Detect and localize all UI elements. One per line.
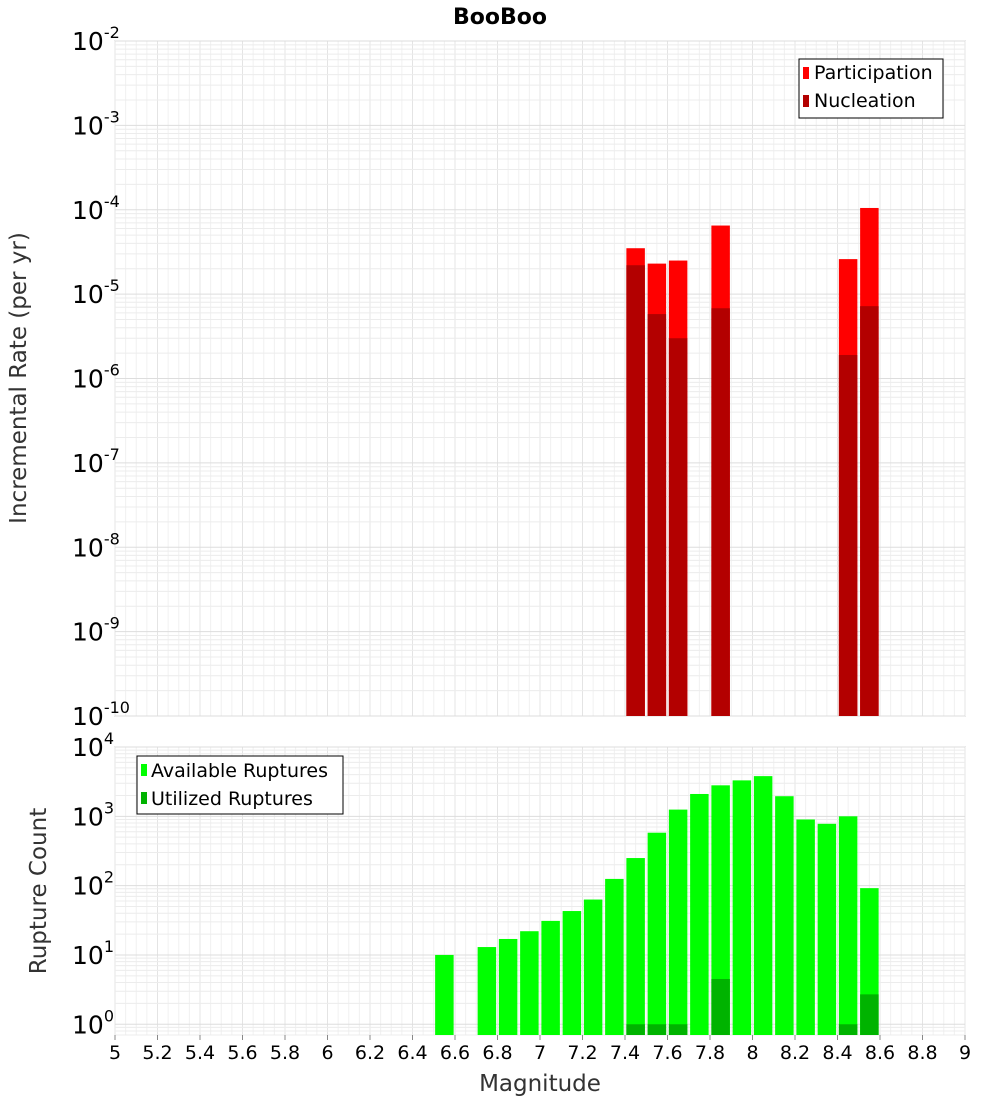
rate-y-tick-label: 10-4 — [72, 192, 120, 225]
count-y-tick-label: 100 — [72, 1006, 114, 1039]
rate-y-tick-label: 10-7 — [72, 445, 120, 478]
rate-y-tick-label: 10-8 — [72, 529, 120, 562]
x-tick-label: 5.4 — [185, 1042, 215, 1064]
legend-swatch-participation — [803, 67, 809, 79]
rate-legend-box — [798, 58, 944, 119]
rate-panel: 10-10 10-9 10-8 10-7 10-6 10-5 10-4 10-3 10-2 In… — [6, 23, 966, 731]
rate-bar-inner — [668, 338, 688, 716]
rate-gridlines — [114, 40, 966, 717]
rate-y-axis-label: Incremental Rate (per yr) — [6, 232, 32, 524]
x-tick-label: 6.6 — [440, 1042, 470, 1064]
count-bar-outer — [498, 938, 518, 1035]
x-tick-label: 7.2 — [567, 1042, 597, 1064]
x-tick-label: 5 — [109, 1042, 121, 1064]
x-tick-label: 7.8 — [695, 1042, 725, 1064]
legend-label-participation: Participation — [814, 62, 933, 84]
x-tick-label: 7.6 — [652, 1042, 682, 1064]
count-panel: 100 101 102 103 104 5 5.2 5.4 5.6 5.8 6 6.2 6.4 6.6 6… — [26, 729, 971, 1097]
rate-y-ticks: 10-10 10-9 10-8 10-7 10-6 10-5 10-4 10-3 10-2 — [72, 23, 130, 731]
x-tick-label: 9 — [959, 1042, 971, 1064]
count-legend-box — [136, 755, 344, 815]
count-bar-inner — [860, 994, 879, 1035]
legend-label-nucleation: Nucleation — [814, 90, 916, 112]
count-bar-inner — [626, 1024, 645, 1035]
chart-title: BooBoo — [453, 5, 547, 30]
count-bar-outer — [711, 785, 730, 1035]
x-tick-label: 8.4 — [822, 1042, 852, 1064]
rate-bar-inner — [647, 314, 667, 716]
count-bar-outer — [775, 796, 794, 1035]
rate-y-tick-label: 10-10 — [72, 698, 130, 731]
x-tick-label: 8.2 — [780, 1042, 810, 1064]
count-bar-outer — [690, 793, 709, 1035]
count-bar-inner — [711, 978, 730, 1035]
x-tick-label: 8.6 — [865, 1042, 895, 1064]
count-legend: Available Ruptures Utilized Ruptures — [136, 755, 344, 815]
rate-y-tick-label: 10-9 — [72, 614, 120, 647]
count-bar-outer — [668, 809, 688, 1035]
count-x-ticks: 5 5.2 5.4 5.6 5.8 6 6.2 6.4 6.6 6.8 7 7.2 7.4 7.6 7.8 8… — [109, 1035, 971, 1064]
legend-swatch-nucleation — [803, 95, 809, 107]
x-tick-label: 6.4 — [397, 1042, 427, 1064]
x-tick-label: 6 — [321, 1042, 333, 1064]
count-bar-outer — [605, 878, 624, 1035]
rate-bar-inner — [711, 308, 730, 716]
count-bar-outer — [732, 780, 752, 1035]
x-tick-label: 8.8 — [907, 1042, 937, 1064]
count-bar-outer — [647, 832, 667, 1035]
x-tick-label: 8 — [746, 1042, 758, 1064]
count-y-ticks: 100 101 102 103 104 — [72, 729, 114, 1039]
count-y-axis-label: Rupture Count — [26, 808, 52, 974]
count-bar-outer — [520, 931, 539, 1035]
count-bar-inner — [668, 1024, 688, 1035]
rate-bar-inner — [626, 265, 645, 716]
count-bar-outer — [583, 899, 603, 1035]
count-y-tick-label: 101 — [72, 937, 114, 970]
x-tick-label: 5.6 — [227, 1042, 257, 1064]
rate-bar-inner — [860, 306, 879, 716]
rate-bar-inner — [838, 354, 858, 716]
x-tick-label: 6.2 — [355, 1042, 385, 1064]
count-bar-outer — [838, 816, 858, 1035]
count-bar-outer — [796, 819, 815, 1035]
count-bar-outer — [626, 858, 645, 1035]
legend-label-utilized: Utilized Ruptures — [151, 788, 313, 810]
legend-swatch-utilized — [141, 792, 147, 804]
count-bar-inner — [838, 1024, 858, 1035]
legend-swatch-available — [141, 764, 147, 776]
count-y-tick-label: 104 — [72, 729, 114, 762]
count-bar-outer — [477, 947, 497, 1035]
rate-y-tick-label: 10-2 — [72, 23, 120, 56]
rate-legend: Participation Nucleation — [798, 58, 944, 119]
rate-y-tick-label: 10-5 — [72, 276, 120, 309]
rate-bars — [626, 207, 879, 717]
x-tick-label: 7 — [534, 1042, 546, 1064]
x-tick-label: 6.8 — [482, 1042, 512, 1064]
x-tick-label: 5.8 — [270, 1042, 300, 1064]
count-bar-outer — [817, 823, 837, 1035]
rate-y-tick-label: 10-3 — [72, 107, 120, 140]
count-bar-inner — [647, 1024, 667, 1035]
count-y-tick-label: 102 — [72, 868, 114, 901]
x-tick-label: 5.2 — [142, 1042, 172, 1064]
count-bars — [435, 776, 879, 1035]
x-tick-label: 7.4 — [610, 1042, 640, 1064]
count-bar-outer — [541, 920, 560, 1035]
count-bar-outer — [562, 911, 582, 1035]
x-axis-label: Magnitude — [479, 1071, 601, 1097]
count-bar-outer — [435, 954, 454, 1035]
count-y-tick-label: 103 — [72, 798, 114, 831]
count-bar-outer — [753, 776, 773, 1035]
legend-label-available: Available Ruptures — [151, 760, 328, 782]
rate-y-tick-label: 10-6 — [72, 361, 120, 394]
